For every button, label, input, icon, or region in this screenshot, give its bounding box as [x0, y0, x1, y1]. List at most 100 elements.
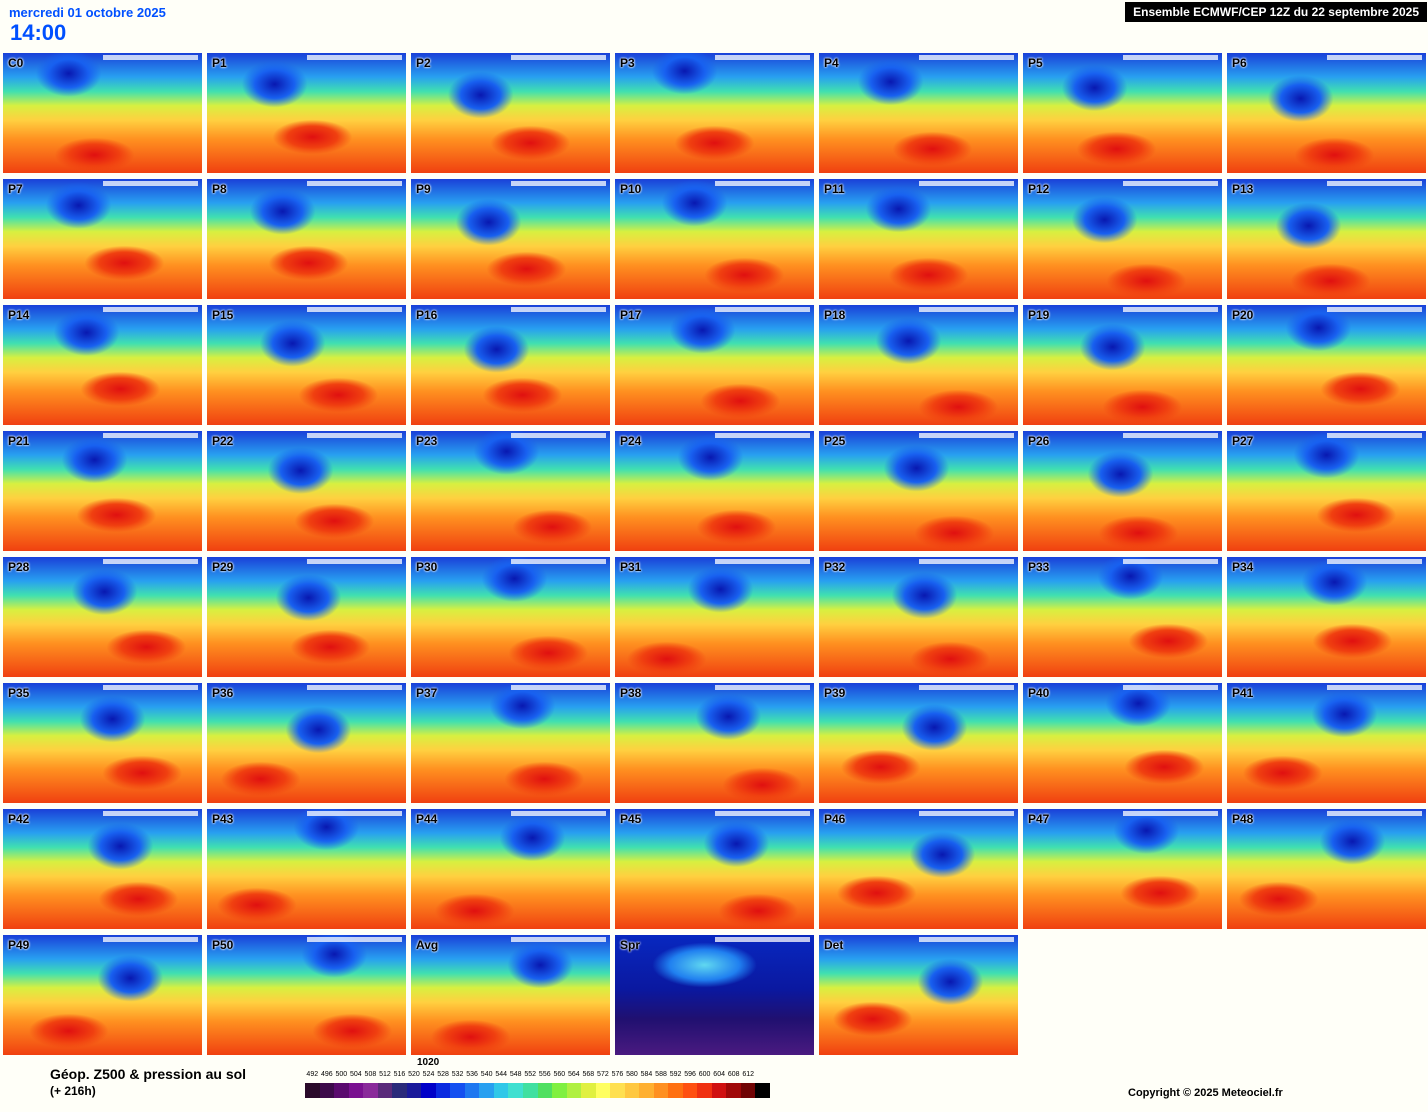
panel-label: P8: [212, 182, 227, 196]
panel-header: [919, 307, 1014, 312]
scale-label: 532: [451, 1071, 464, 1078]
panel-header: [307, 55, 402, 60]
scale-swatch: [464, 1083, 480, 1098]
panel-header: [307, 685, 402, 690]
scale-label: 560: [553, 1071, 566, 1078]
scale-swatch: [363, 1083, 379, 1098]
map-panel: P34: [1227, 557, 1426, 677]
panel-label: P7: [8, 182, 23, 196]
scale-label: 516: [393, 1071, 406, 1078]
panel-header: [511, 937, 606, 942]
map-panel: P26: [1023, 431, 1222, 551]
title: Ensemble ECMWF/CEP 12Z du 22 septembre 2…: [1125, 2, 1427, 22]
panel-label: C0: [8, 56, 24, 70]
panel-header: [919, 559, 1014, 564]
map-panel: P43: [207, 809, 406, 929]
scale-swatch: [682, 1083, 698, 1098]
pressure-label: 1020: [417, 1057, 440, 1068]
map-panel: Spr: [615, 935, 814, 1055]
panel-header: [1123, 181, 1218, 186]
panel-label: P27: [1232, 434, 1254, 448]
panel-label: P2: [416, 56, 431, 70]
panel-header: [103, 433, 198, 438]
panel-header: [1327, 55, 1422, 60]
map-panel: Det: [819, 935, 1018, 1055]
scale-label: 612: [742, 1071, 755, 1078]
panel-label: P49: [8, 938, 30, 952]
panel-header: [511, 685, 606, 690]
date: mercredi 01 octobre 2025: [9, 5, 166, 20]
panel-header: [1327, 181, 1422, 186]
map-panel: P38: [615, 683, 814, 803]
panel-header: [103, 937, 198, 942]
scale-label: 604: [713, 1071, 725, 1078]
panel-header: [511, 811, 606, 816]
map-panel: P6: [1227, 53, 1426, 173]
panel-header: [103, 307, 198, 312]
map-panel: P2: [411, 53, 610, 173]
panel-label: P12: [1028, 182, 1050, 196]
panel-header: [307, 181, 402, 186]
scale-swatch: [392, 1083, 408, 1098]
panel-label: P48: [1232, 812, 1254, 826]
panel-label: P10: [620, 182, 642, 196]
panel-header: [1123, 433, 1218, 438]
panel-header: [103, 55, 198, 60]
map-panel: P37: [411, 683, 610, 803]
map-panel: P29: [207, 557, 406, 677]
map-panel: P20: [1227, 305, 1426, 425]
scale-label: 580: [626, 1071, 638, 1078]
panel-header: [715, 433, 810, 438]
panel-header: [715, 181, 810, 186]
scale-swatch: [726, 1083, 742, 1098]
map-panel: P50: [207, 935, 406, 1055]
scale-swatch: [610, 1083, 626, 1098]
panel-label: P13: [1232, 182, 1254, 196]
map-panel: P44: [411, 809, 610, 929]
map-panel: P15: [207, 305, 406, 425]
panel-header: [919, 55, 1014, 60]
scale-swatch: [479, 1083, 495, 1098]
scale-label: 596: [684, 1071, 696, 1078]
panel-label: P26: [1028, 434, 1050, 448]
panel-label: P47: [1028, 812, 1050, 826]
scale-swatch: [348, 1083, 364, 1098]
panel-header: [1327, 685, 1422, 690]
scale-swatch: [305, 1083, 320, 1098]
panel-header: [1123, 685, 1218, 690]
map-panel: P12: [1023, 179, 1222, 299]
scale-label: 528: [437, 1071, 449, 1078]
panel-label: P14: [8, 308, 30, 322]
scale-label: 568: [582, 1071, 595, 1078]
panel-header: [715, 937, 810, 942]
panel-header: [511, 55, 606, 60]
panel-label: P37: [416, 686, 438, 700]
map-panel: P42: [3, 809, 202, 929]
map-panel: P16: [411, 305, 610, 425]
map-panel: P25: [819, 431, 1018, 551]
scale-swatch: [450, 1083, 466, 1098]
map-panel: P4: [819, 53, 1018, 173]
scale-swatch: [697, 1083, 713, 1098]
map-panel: P7: [3, 179, 202, 299]
map-panel: P31: [615, 557, 814, 677]
map-panel: P5: [1023, 53, 1222, 173]
scale-swatch: [406, 1083, 422, 1098]
map-panel: P17: [615, 305, 814, 425]
panel-label: P9: [416, 182, 431, 196]
map-panel: P48: [1227, 809, 1426, 929]
panel-header: [919, 433, 1014, 438]
panel-label: P33: [1028, 560, 1050, 574]
scale-label: 576: [611, 1071, 624, 1078]
scale-label: 544: [495, 1071, 508, 1078]
panel-header: [103, 685, 198, 690]
panel-label: P24: [620, 434, 642, 448]
panel-label: P34: [1232, 560, 1254, 574]
panel-label: P23: [416, 434, 438, 448]
panel-label: P16: [416, 308, 438, 322]
panel-header: [1327, 811, 1422, 816]
panel-header: [715, 55, 810, 60]
panel-label: P45: [620, 812, 642, 826]
panel-label: Spr: [620, 938, 641, 952]
